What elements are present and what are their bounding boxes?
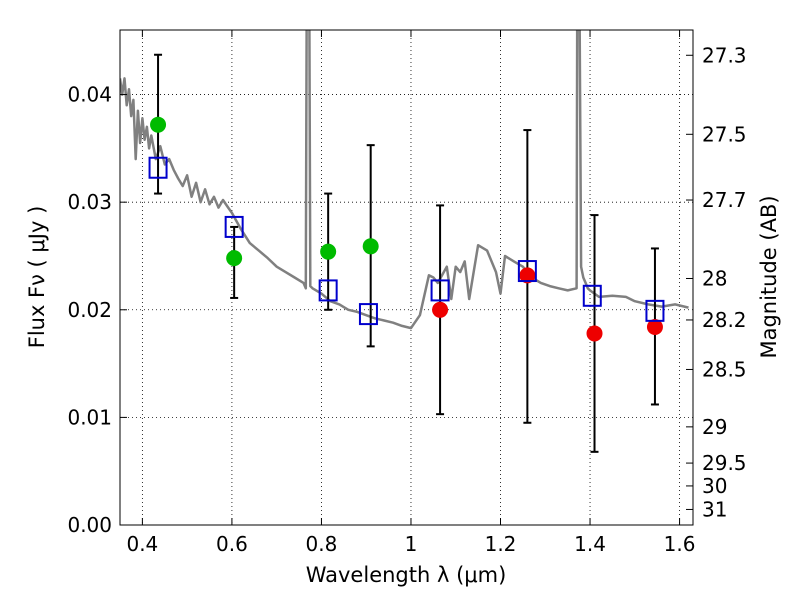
model-photometry-layer — [148, 156, 665, 326]
observed-point-green — [320, 243, 337, 260]
x-axis-title: Wavelength λ (μm) — [306, 563, 507, 587]
observed-point-green — [362, 238, 379, 255]
observed-point-green — [226, 250, 243, 267]
x-tick-label: 0.4 — [126, 532, 158, 556]
observed-point-green — [150, 116, 167, 133]
y-tick-label: 0.02 — [67, 298, 112, 322]
y2-tick-label: 27.3 — [702, 43, 747, 67]
y-tick-labels: 0.00 0.01 0.02 0.03 0.04 — [67, 83, 112, 537]
y2-tick-label: 27.7 — [702, 188, 747, 212]
observed-point-red — [519, 267, 536, 284]
x-tick-label: 1.4 — [574, 532, 606, 556]
y2-tick-label: 28 — [702, 266, 727, 290]
y-tick-label: 0.01 — [67, 405, 112, 429]
observed-point-red — [586, 325, 603, 342]
y2-tick-label: 31 — [702, 497, 727, 521]
x-tick-label: 0.6 — [216, 532, 248, 556]
grid-lines — [120, 30, 693, 526]
x-tick-label: 1.2 — [485, 532, 517, 556]
y2-tick-label: 28.2 — [702, 308, 747, 332]
y2-axis-title: Magnitude (AB) — [757, 195, 781, 358]
x-tick-label: 1.6 — [664, 532, 696, 556]
tick-marks — [120, 30, 693, 526]
y2-tick-label: 28.5 — [702, 357, 747, 381]
y-tick-label: 0.00 — [67, 513, 112, 537]
model-photometry-square — [430, 279, 450, 302]
x-tick-label: 0.8 — [306, 532, 338, 556]
model-photometry-square — [148, 156, 168, 179]
observed-point-red — [432, 301, 449, 318]
y-tick-label: 0.04 — [67, 83, 112, 107]
model-photometry-square — [358, 303, 378, 326]
model-photometry-square — [582, 284, 602, 307]
plot-area — [120, 30, 693, 525]
x-tick-label: 1 — [405, 532, 418, 556]
data-points-layer — [150, 116, 663, 342]
y-axis-title: Flux Fν ( μJy ) — [25, 206, 49, 349]
model-photometry-square — [224, 215, 244, 238]
observed-point-red — [646, 319, 663, 335]
x-tick-labels: 0.4 0.6 0.8 1 1.2 1.4 1.6 — [126, 532, 695, 556]
y2-tick-label: 29.5 — [702, 451, 747, 475]
model-photometry-square — [318, 279, 338, 302]
model-photometry-square — [517, 260, 537, 283]
y-tick-label: 0.03 — [67, 190, 112, 214]
model-photometry-square — [645, 299, 665, 322]
y2-tick-label: 27.5 — [702, 122, 747, 146]
y2-tick-label: 29 — [702, 415, 727, 439]
plot-frame — [119, 29, 694, 526]
y2-tick-label: 30 — [702, 474, 727, 498]
